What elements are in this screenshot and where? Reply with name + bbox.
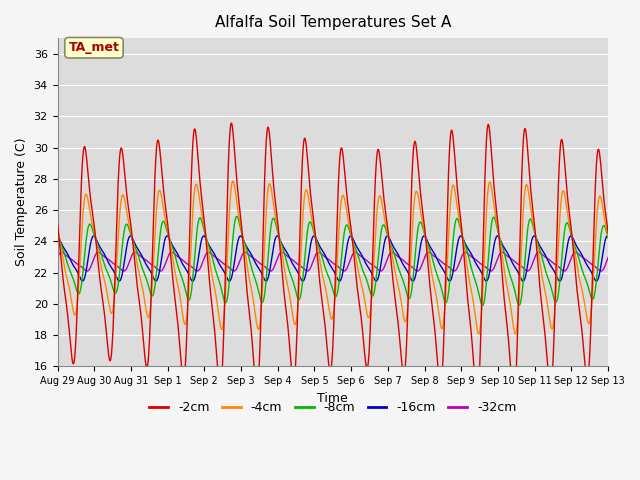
Title: Alfalfa Soil Temperatures Set A: Alfalfa Soil Temperatures Set A <box>214 15 451 30</box>
X-axis label: Time: Time <box>317 392 348 405</box>
Text: TA_met: TA_met <box>68 41 120 54</box>
Legend: -2cm, -4cm, -8cm, -16cm, -32cm: -2cm, -4cm, -8cm, -16cm, -32cm <box>144 396 522 419</box>
Y-axis label: Soil Temperature (C): Soil Temperature (C) <box>15 138 28 266</box>
